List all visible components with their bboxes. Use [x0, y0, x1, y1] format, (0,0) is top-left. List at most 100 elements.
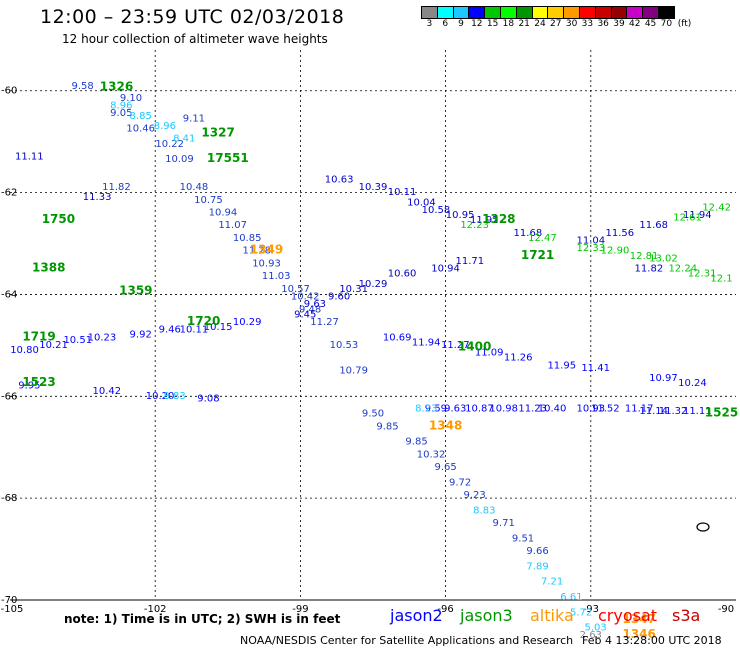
pass-time-label: 1359 [119, 283, 152, 297]
pass-time-label: 1720 [187, 314, 220, 328]
legend-label: 39 [613, 19, 625, 29]
legend-label: 27 [550, 19, 562, 29]
wave-height-label: 9.51 [512, 533, 534, 544]
legend-label: 24 [534, 19, 546, 29]
wave-height-label: 9.66 [526, 546, 548, 557]
x-tick-label: -96 [437, 604, 453, 615]
y-tick-label: -70 [1, 595, 17, 606]
x-tick-label: -93 [583, 604, 599, 615]
wave-height-label: 10.29 [359, 279, 388, 290]
wave-height-label: 7.89 [526, 561, 548, 572]
x-tick-label: -105 [1, 604, 24, 615]
legend-label: 3 [426, 19, 433, 29]
wave-height-label: 10.98 [489, 404, 518, 415]
pass-time-label: 1525 [705, 406, 738, 420]
wave-height-label: 10.75 [194, 195, 223, 206]
wave-height-label: 9.48 [299, 304, 321, 315]
island-outline [696, 522, 710, 532]
y-tick-label: -66 [1, 391, 17, 402]
wave-height-label: 10.58 [422, 205, 451, 216]
wave-height-label: 10.11 [388, 187, 417, 198]
wave-height-label: 8.83 [163, 391, 185, 402]
wave-height-label: 10.20 [146, 391, 175, 402]
legend-label: 30 [565, 19, 578, 29]
wave-height-label: 10.69 [383, 332, 412, 343]
wave-height-label: 11.23 [518, 404, 547, 415]
satellite-altika: altika [530, 606, 574, 625]
wave-height-label: 12.33 [576, 243, 605, 254]
y-tick-label: -60 [1, 86, 17, 97]
wave-height-label: 10.94 [431, 264, 460, 275]
wave-height-label: 10.04 [407, 197, 436, 208]
wave-height-label: 5.03 [585, 623, 607, 634]
wave-height-label: 9.92 [130, 330, 152, 341]
satellite-jason2: jason2 [390, 606, 443, 625]
wave-height-label: 9.71 [493, 518, 515, 529]
satellite-s3a: s3a [672, 606, 701, 625]
color-scale-legend: 3 6 9 12 15 18 21 24 27 30 33 36 39 42 45 70 (ft) [421, 6, 692, 29]
wave-height-label: 10.48 [180, 182, 209, 193]
wave-height-label: 9.85 [376, 421, 398, 432]
wave-height-label: 10.29 [233, 317, 262, 328]
wave-height-label: 9.08 [197, 393, 219, 404]
wave-height-label: 11.52 [591, 404, 620, 415]
wave-height-label: 11.14 [639, 406, 668, 417]
wave-height-label: 11.41 [581, 363, 610, 374]
wave-height-label: 11.94 [683, 210, 712, 221]
satellite-jason3: jason3 [460, 606, 513, 625]
legend-label: 33 [581, 19, 594, 29]
wave-height-label: 9.11 [183, 113, 205, 124]
wave-height-label: 9.72 [449, 477, 471, 488]
wave-height-label: 9.05 [110, 108, 132, 119]
wave-height-label: 11.68 [514, 228, 543, 239]
wave-height-label: 10.93 [576, 404, 605, 415]
legend-label: 45 [644, 19, 657, 29]
wave-height-label: 10.21 [39, 340, 68, 351]
wave-height-label: 11.03 [262, 271, 291, 282]
wave-height-label: 11.56 [606, 228, 635, 239]
satellite-cryosat: cryosat [598, 606, 658, 625]
legend-label: 12 [471, 19, 483, 29]
wave-height-label: 10.79 [339, 365, 368, 376]
wave-height-label: 12.24 [668, 264, 697, 275]
wave-height-label: 10.22 [155, 139, 184, 150]
wave-height-label: 10.80 [10, 345, 39, 356]
generated-time: Feb 4 13:28:00 UTC 2018 [582, 634, 722, 647]
pass-time-label: 1400 [458, 339, 491, 353]
legend-unit: (ft) [677, 19, 692, 29]
wave-height-label: 11.04 [576, 236, 605, 247]
pass-time-label: 1327 [201, 126, 234, 140]
pass-time-label: 1721 [521, 248, 554, 262]
wave-height-label: 11.71 [455, 256, 484, 267]
wave-height-label: 11.68 [639, 220, 668, 231]
wave-height-label: 10.31 [339, 284, 368, 295]
wave-height-label: 10.97 [649, 373, 678, 384]
wave-height-label: 11.26 [504, 353, 533, 364]
legend-label: 6 [442, 19, 449, 29]
wave-height-label: 7.21 [541, 577, 563, 588]
pass-time-label: 1347 [622, 612, 655, 626]
wave-height-label: 9.63 [444, 404, 466, 415]
credit-text: NOAA/NESDIS Center for Satellite Applica… [240, 634, 574, 647]
wave-height-label: 12.23 [460, 220, 489, 231]
pass-time-label: 1328 [482, 212, 515, 226]
wave-height-label: 11.28 [243, 246, 272, 257]
wave-height-label: 9.46 [159, 325, 181, 336]
wave-height-label: 11.09 [475, 348, 504, 359]
wave-height-label: 11.82 [102, 182, 131, 193]
wave-height-label: 10.15 [204, 322, 233, 333]
wave-height-label: 10.53 [330, 340, 359, 351]
x-tick-label: -90 [718, 604, 734, 615]
pass-time-label: 1346 [622, 627, 655, 641]
wave-height-label: 9.63 [304, 299, 326, 310]
wave-height-label: 11.82 [635, 264, 664, 275]
wave-height-label: 10.95 [446, 210, 475, 221]
wave-height-label: 10.24 [678, 378, 707, 389]
page-title: 12:00 – 23:59 UTC 02/03/2018 [40, 6, 345, 28]
pass-time-label: 1750 [42, 212, 75, 226]
wave-height-label: 10.32 [417, 449, 446, 460]
pass-time-label: 1388 [32, 261, 65, 275]
wave-height-label: 5.72 [570, 607, 592, 618]
pass-time-label: 1326 [100, 80, 133, 94]
